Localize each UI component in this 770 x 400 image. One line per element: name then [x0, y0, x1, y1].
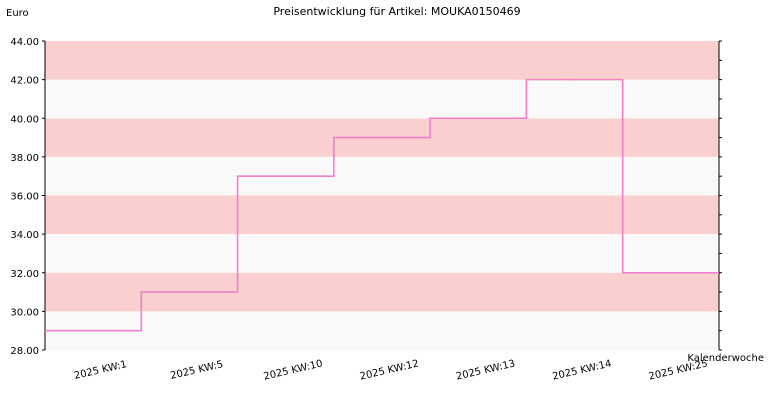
band-4	[45, 156, 719, 196]
x-tick-label: 2025 KW:25	[648, 358, 709, 382]
x-tick-label: 2025 KW:10	[263, 358, 324, 382]
data-point	[670, 271, 672, 274]
background-bands	[45, 41, 719, 350]
series-layer	[45, 78, 719, 332]
y-tick-label: 44.00	[10, 37, 39, 48]
x-tick-label: 2025 KW:5	[169, 359, 224, 382]
data-point	[573, 78, 576, 81]
x-axis-label: Kalenderwoche	[687, 353, 764, 364]
band-7	[45, 41, 719, 80]
band-0	[45, 311, 719, 350]
y-tick-label: 36.00	[10, 192, 39, 203]
band-3	[45, 195, 719, 235]
band-6	[45, 79, 719, 119]
x-tick-label: 2025 KW:12	[359, 358, 420, 382]
y-tick-label: 28.00	[10, 346, 39, 357]
x-tick-label: 2025 KW:14	[551, 358, 612, 382]
data-point	[188, 291, 191, 293]
data-point	[381, 136, 383, 139]
y-tick-label: 40.00	[10, 114, 39, 125]
x-axis-ticks: 2025 KW:1 2025 KW:5 2025 KW:10 2025 KW:12 20…	[73, 358, 709, 382]
data-point	[284, 175, 287, 177]
axis-lines	[44, 41, 720, 350]
y-tick-label: 30.00	[10, 307, 39, 318]
y-tick-label: 34.00	[10, 230, 39, 241]
band-2	[45, 234, 719, 273]
y-tick-label: 42.00	[10, 76, 39, 87]
data-point	[477, 117, 480, 120]
y-axis-label: Euro	[6, 8, 29, 19]
x-tick-label: 2025 KW:1	[73, 359, 128, 382]
y-tick-label: 38.00	[10, 153, 39, 164]
x-tick-label: 2025 KW:13	[455, 358, 516, 382]
y-axis-ticks: 28.00 30.00 32.00 34.00 36.00 38.00 40.00 42.00…	[10, 37, 722, 357]
data-point	[92, 329, 94, 332]
chart-title: Preisentwicklung für Artikel: MOUKA01504…	[273, 5, 520, 18]
y-tick-label: 32.00	[10, 269, 39, 280]
